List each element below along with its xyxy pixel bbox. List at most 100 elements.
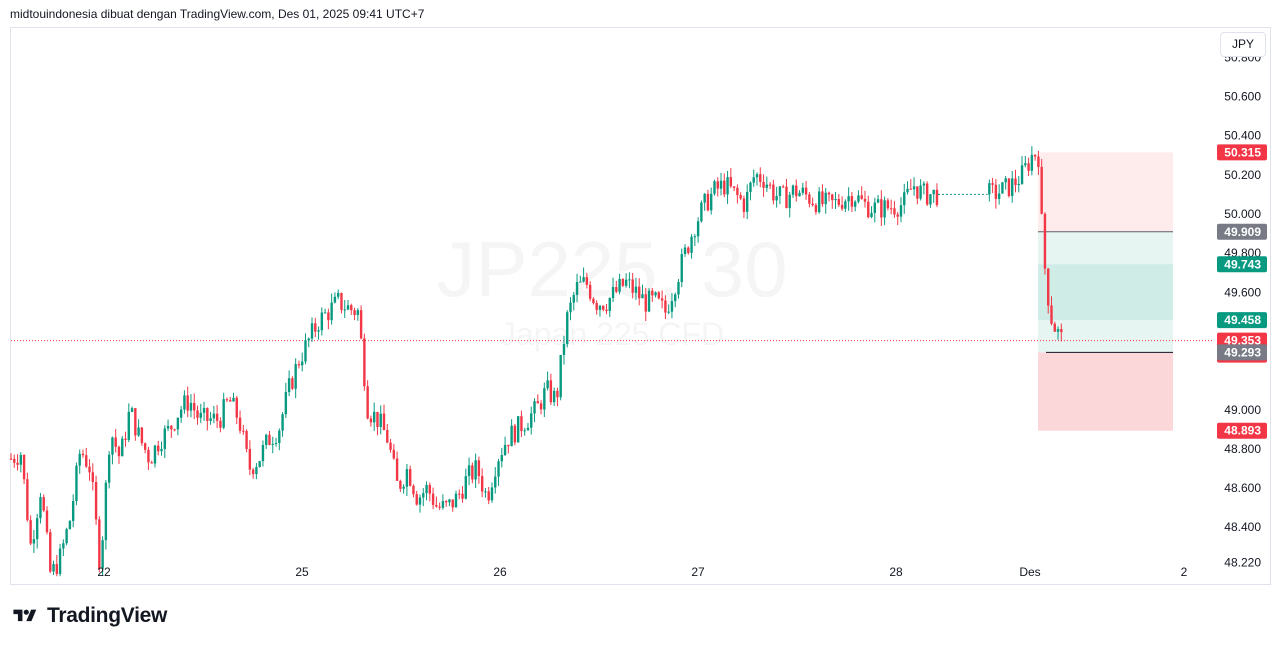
candle-body [382, 413, 386, 431]
chart-pane[interactable] [10, 27, 1271, 585]
y-axis-tick-label: 49.000 [1224, 403, 1261, 417]
symbol-watermark: JP225, 30 [436, 225, 787, 313]
candle-body [238, 417, 242, 431]
candle-body [356, 310, 360, 315]
candle-body [886, 200, 890, 209]
candle-body [912, 186, 916, 190]
candle-body [366, 386, 369, 419]
candle-body [392, 449, 396, 459]
price-tag-label: 49.458 [1224, 313, 1261, 327]
candle-body [166, 425, 170, 429]
price-tag-label: 49.743 [1224, 257, 1261, 271]
candle-body [157, 445, 160, 452]
candle-body [369, 418, 373, 423]
candle-body [98, 519, 101, 569]
candle-body [1024, 163, 1027, 166]
candle-body [336, 292, 340, 297]
candle-body [62, 543, 65, 549]
candle-body [765, 184, 769, 188]
candle-body [245, 431, 248, 449]
candle-body [343, 309, 346, 311]
candle-body [677, 282, 680, 295]
candle-body [853, 201, 857, 207]
currency-selector[interactable]: JPY [1220, 32, 1266, 57]
candle-body [831, 194, 834, 201]
candle-body [736, 187, 739, 196]
candle-body [248, 448, 252, 470]
candle-body [310, 323, 314, 339]
x-axis-tick-label: Des [1019, 565, 1040, 579]
candle-body [1011, 178, 1014, 196]
candle-body [193, 402, 196, 411]
candle-body [494, 476, 497, 488]
candle-body [317, 330, 320, 332]
candle-body [1060, 329, 1063, 333]
candle-body [703, 193, 706, 203]
candle-body [781, 186, 785, 188]
candle-body [559, 354, 562, 398]
candle-body [212, 413, 216, 419]
candle-body [359, 310, 363, 339]
candle-body [363, 338, 366, 387]
candle-body [768, 184, 772, 186]
candle-body [330, 302, 333, 321]
candle-body [350, 305, 353, 311]
upper-risk-zone [1038, 152, 1173, 232]
candle-body [795, 185, 798, 197]
candle-body [422, 493, 425, 498]
candle-body [638, 286, 641, 299]
candle-body [45, 510, 49, 533]
candle-body [916, 186, 919, 199]
candle-body [196, 410, 199, 418]
candle-body [526, 427, 530, 431]
candle-body [762, 181, 765, 188]
candle-body [428, 484, 432, 494]
candle-body [588, 284, 592, 299]
candle-body [215, 413, 219, 421]
candle-body [448, 499, 451, 503]
candle-body [176, 417, 180, 430]
candle-body [111, 437, 114, 455]
candle-body [307, 338, 310, 341]
candle-body [507, 444, 510, 447]
candle-body [104, 482, 108, 541]
candle-body [647, 290, 651, 312]
candle-body [255, 467, 258, 475]
candle-body [566, 312, 569, 345]
candle-body [808, 194, 811, 204]
candle-body [641, 294, 644, 299]
candle-body [480, 476, 484, 492]
candle-body [1007, 178, 1011, 196]
candle-body [147, 449, 150, 463]
candle-body [16, 462, 19, 465]
candle-body [75, 465, 78, 501]
candle-body [932, 189, 935, 195]
candle-body [772, 184, 775, 201]
candle-body [353, 310, 356, 315]
price-tag-label: 49.909 [1224, 225, 1261, 239]
candle-body [1040, 166, 1043, 214]
candle-body [490, 487, 494, 501]
candle-body [235, 397, 238, 418]
candle-body [1050, 305, 1053, 324]
candle-body [523, 430, 526, 432]
candle-body [889, 208, 893, 210]
candle-body [415, 494, 418, 505]
candle-body [438, 506, 441, 508]
candle-body [88, 466, 91, 473]
candle-body [134, 408, 137, 436]
candle-body [935, 189, 939, 206]
candle-body [713, 181, 716, 194]
candle-body [333, 296, 337, 303]
tradingview-logo-icon [13, 609, 37, 622]
candle-body [1033, 154, 1037, 157]
candle-body [1004, 178, 1007, 183]
candle-body [533, 401, 536, 414]
candle-body [1043, 213, 1047, 269]
candle-body [516, 416, 520, 443]
candle-body [840, 204, 844, 209]
candle-body [536, 401, 539, 404]
candle-body [94, 481, 98, 520]
candle-body [863, 198, 867, 202]
